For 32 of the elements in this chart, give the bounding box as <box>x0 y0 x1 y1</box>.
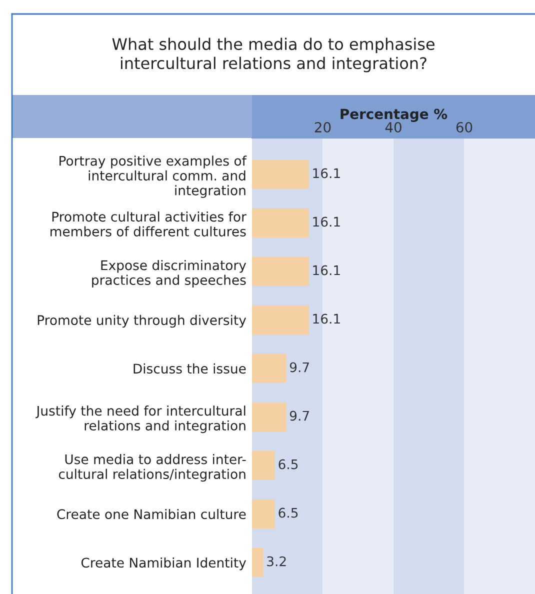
data-label: 6.5 <box>278 508 298 518</box>
bar <box>252 208 309 238</box>
bar <box>252 402 286 432</box>
y-tick-label: Create Namibian Identity <box>81 557 246 570</box>
y-tick-label: Expose discriminatory practices and speeches <box>92 260 246 288</box>
data-label: 3.2 <box>267 556 286 566</box>
y-tick-label: Discuss the issue <box>134 363 246 374</box>
y-tick-label: Promote cultural activities for members of different cultures <box>50 211 246 236</box>
x-axis-title: Percentage % <box>340 108 448 122</box>
data-label: 16.1 <box>313 314 340 324</box>
x-tick-label: 20 <box>314 122 331 133</box>
bar <box>252 160 309 189</box>
y-tick-label: Portray positive examples of intercultural comm. and integration <box>60 156 247 198</box>
x-tick-label: 40 <box>385 122 402 133</box>
y-tick-label: Promote unity through diversity <box>38 314 246 328</box>
data-label: 9.7 <box>290 362 309 372</box>
x-tick-label: 60 <box>456 122 472 133</box>
bar <box>252 548 264 578</box>
bar <box>252 499 275 529</box>
y-tick-label: Justify the need for intercultural relations and integration <box>36 406 246 434</box>
bar <box>252 354 286 383</box>
bar <box>252 305 309 334</box>
data-label: 16.1 <box>313 168 340 178</box>
data-label: 6.5 <box>278 459 298 470</box>
y-tick-label: Create one Namibian culture <box>57 508 246 520</box>
bar <box>252 256 309 286</box>
data-label: 9.7 <box>290 410 309 421</box>
data-label: 16.1 <box>313 216 340 227</box>
data-label: 16.1 <box>313 265 340 276</box>
y-tick-label: Use media to address inter- cultural relations/integration <box>58 454 246 482</box>
chart-title: What should the media do to emphasise intercultural relations and integration? <box>112 38 434 72</box>
bar <box>252 450 275 480</box>
